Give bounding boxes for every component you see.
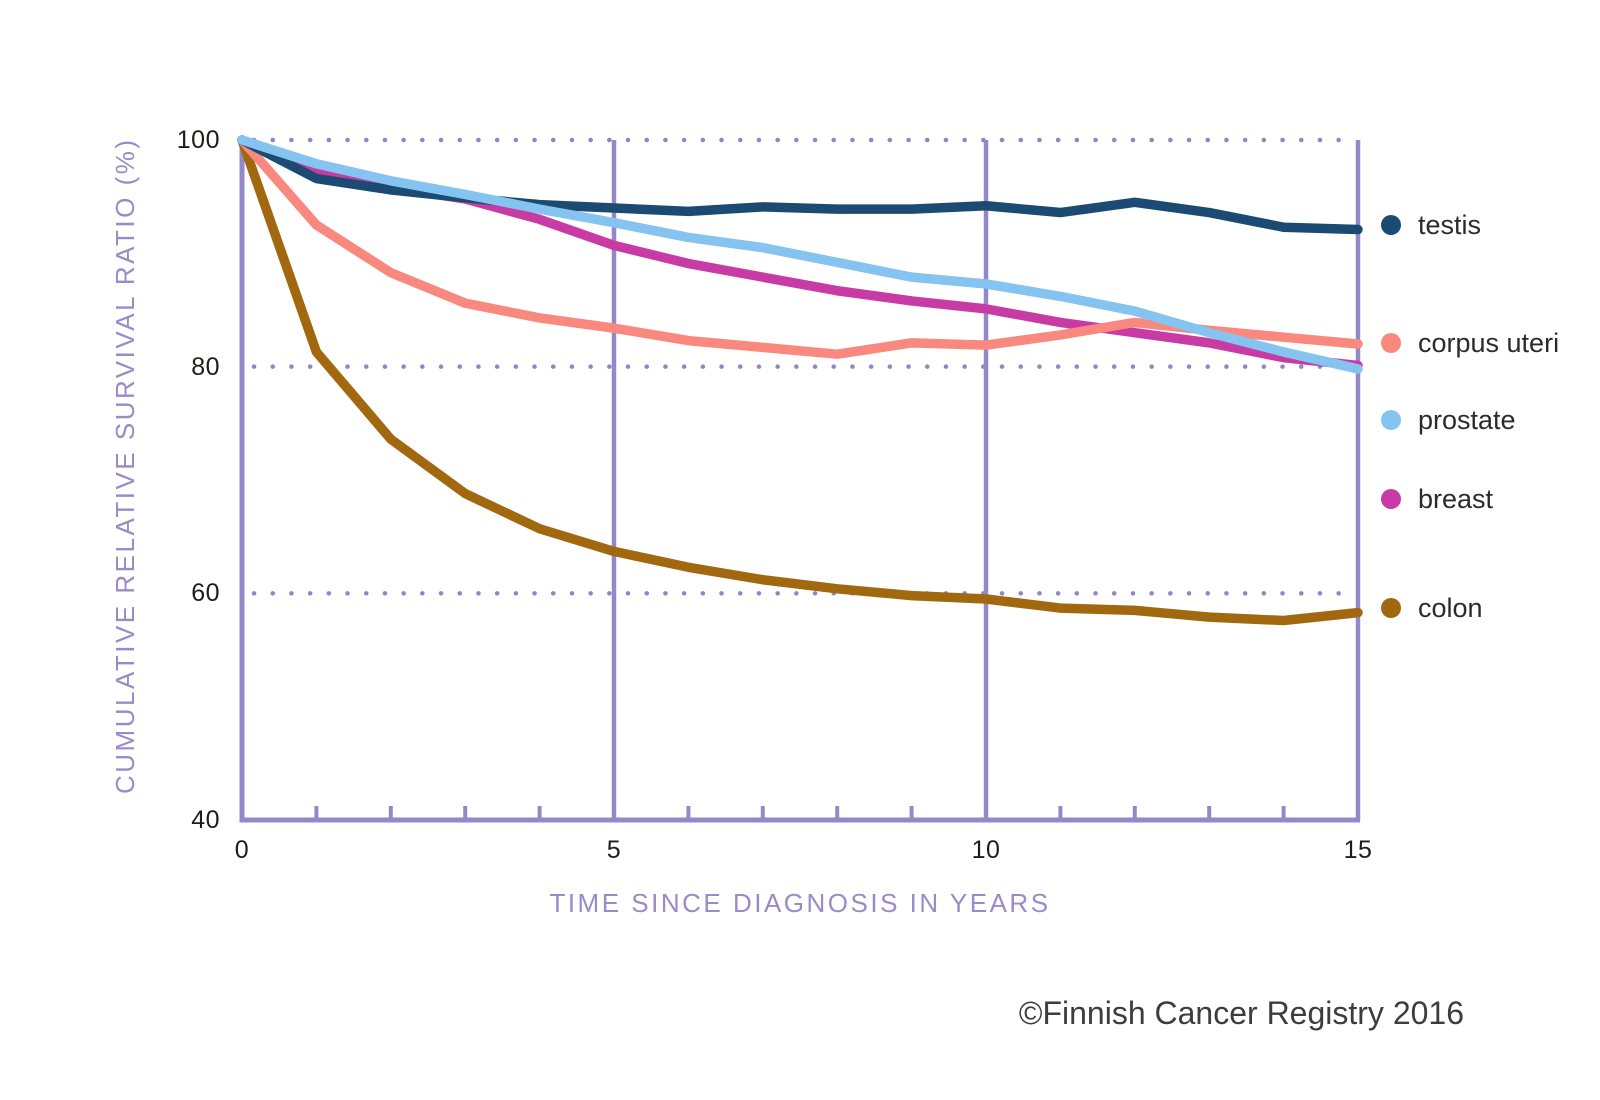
copyright-credit: ©Finnish Cancer Registry 2016 — [1018, 995, 1464, 1031]
x-tick-label-10: 10 — [971, 836, 1001, 864]
line-corpus-uteri — [237, 135, 1363, 359]
y-tick-label-60: 60 — [191, 579, 220, 608]
x-axis-title: TIME SINCE DIAGNOSIS IN YEARS — [549, 888, 1051, 918]
line-colon — [237, 135, 1363, 626]
x-tick-label-0: 0 — [234, 836, 250, 864]
x-tick-label-15: 15 — [1343, 836, 1373, 864]
x-tick-label-5: 5 — [606, 836, 622, 864]
line-prostate — [237, 135, 1363, 374]
y-axis-title: CUMULATIVE RELATIVE SURVIVAL RATIO (%) — [110, 137, 140, 795]
y-tick-label-100: 100 — [176, 126, 220, 154]
y-tick-label-40: 40 — [191, 806, 220, 834]
y-tick-label-80: 80 — [191, 352, 220, 381]
line-testis — [237, 135, 1363, 235]
